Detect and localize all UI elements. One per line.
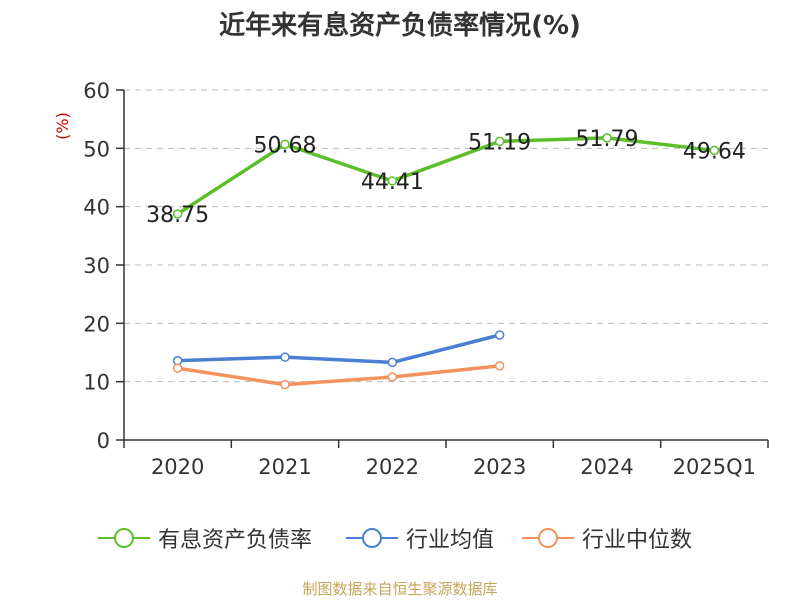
y-tick-label: 10 — [83, 371, 110, 395]
legend-label: 行业中位数 — [582, 528, 693, 553]
data-label: 38.75 — [146, 203, 209, 228]
source-note: 制图数据来自恒生聚源数据库 — [302, 580, 498, 598]
data-point[interactable] — [494, 330, 505, 340]
series-line-1 — [177, 333, 501, 365]
series-lines — [172, 133, 720, 390]
legend-item-interest-debt-ratio[interactable]: 有息资产负债率 — [98, 518, 312, 558]
y-tick-label: 40 — [83, 196, 110, 220]
legend-item-industry-median[interactable]: 行业中位数 — [522, 518, 692, 558]
chart-title: 近年来有息资产负债率情况(%) — [219, 10, 581, 41]
legend-label: 行业均值 — [406, 528, 495, 553]
y-axis-label: (%) — [53, 112, 72, 140]
axes: 0 10 20 30 40 50 60 2020 2021 2022 2023 2024 2025Q1 — [83, 79, 769, 479]
x-tick-label: 2021 — [258, 455, 311, 479]
legend-label: 有息资产负债率 — [158, 528, 313, 553]
data-point[interactable] — [387, 176, 398, 186]
data-labels: 38.75 50.68 44.41 51.19 51.79 49.64 — [146, 127, 746, 228]
data-point[interactable] — [602, 133, 612, 143]
data-label: 49.64 — [683, 139, 746, 164]
x-tick-label: 2023 — [473, 455, 526, 479]
data-label: 51.19 — [468, 130, 531, 155]
grid-lines — [124, 89, 768, 383]
y-tick-label: 0 — [97, 429, 110, 453]
data-point[interactable] — [387, 357, 398, 368]
y-tick-label: 50 — [83, 137, 110, 161]
data-point[interactable] — [494, 361, 505, 371]
data-point[interactable] — [172, 363, 183, 373]
data-point[interactable] — [280, 139, 290, 150]
x-tick-label: 2024 — [580, 455, 633, 479]
legend-marker-green — [98, 528, 150, 548]
data-point[interactable] — [387, 372, 398, 382]
x-tick-label: 2025Q1 — [673, 455, 756, 479]
data-point[interactable] — [172, 355, 183, 366]
legend-marker-orange — [522, 528, 574, 548]
data-point[interactable] — [172, 209, 183, 219]
legend-item-industry-mean[interactable]: 行业均值 — [346, 518, 494, 558]
x-tick-label: 2020 — [151, 455, 204, 479]
data-label: 44.41 — [361, 170, 424, 195]
data-point[interactable] — [494, 136, 505, 147]
x-tick-label: 2022 — [366, 455, 419, 479]
series-line-2 — [177, 364, 500, 387]
data-label: 50.68 — [254, 133, 317, 158]
data-point[interactable] — [280, 352, 290, 362]
y-tick-label: 30 — [83, 254, 110, 278]
data-point[interactable] — [709, 145, 720, 156]
legend: 有息资产负债率 行业均值 行业中位数 — [0, 518, 800, 558]
y-tick-label: 20 — [83, 312, 110, 336]
data-label: 51.79 — [576, 127, 639, 152]
y-tick-label: 60 — [83, 79, 110, 103]
legend-marker-blue — [346, 528, 398, 548]
data-point[interactable] — [280, 379, 290, 390]
series-line-0 — [176, 136, 715, 216]
